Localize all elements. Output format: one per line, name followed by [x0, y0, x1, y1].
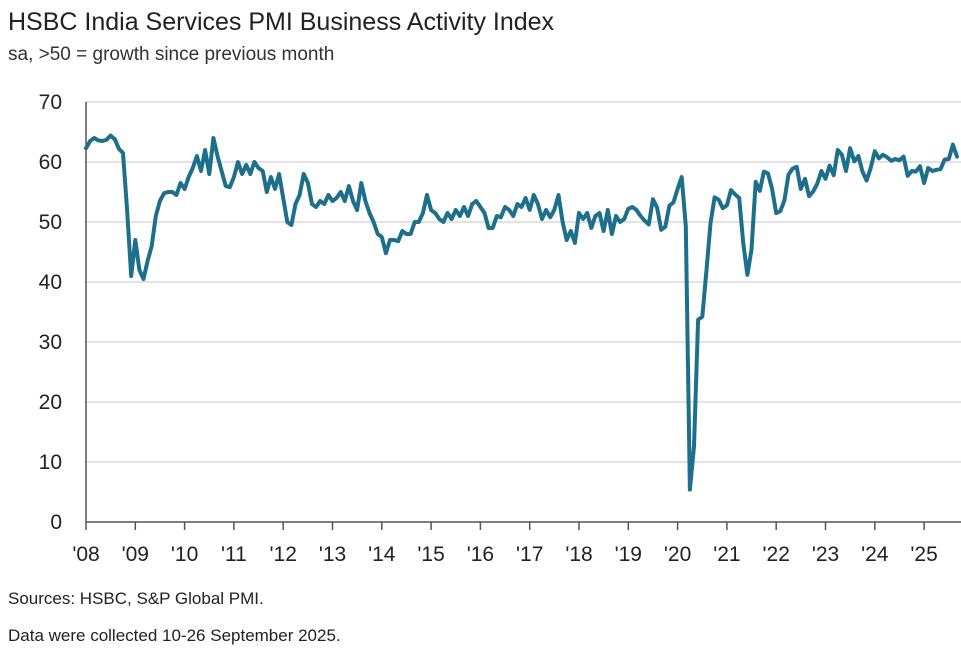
- x-tick-label: '11: [221, 543, 247, 566]
- x-tick-label: '09: [122, 543, 149, 566]
- y-tick-label: 30: [39, 331, 62, 354]
- chart-subtitle: sa, >50 = growth since previous month: [8, 44, 334, 65]
- x-tick-label: '14: [368, 543, 396, 566]
- x-tick-label: '24: [861, 543, 889, 566]
- y-tick-label: 60: [39, 151, 62, 174]
- x-tick-label: '21: [713, 543, 740, 566]
- gridlines: [86, 101, 961, 463]
- x-tick-label: '18: [565, 543, 592, 566]
- x-tick-label: '22: [763, 543, 790, 566]
- y-tick-label: 0: [50, 511, 62, 534]
- x-tick-label: '08: [72, 543, 99, 566]
- y-tick-label: 10: [39, 451, 62, 474]
- y-tick-label: 40: [39, 271, 62, 294]
- x-axis-ticks: '08 '09 '10 '11 '12 '13 '14 '15 '16 '17 '18 '19 '20 '…: [72, 522, 938, 566]
- series-line-business-activity: [84, 133, 959, 492]
- sources-note: Sources: HSBC, S&P Global PMI.: [8, 589, 264, 608]
- x-tick-label: '23: [812, 543, 839, 566]
- y-tick-label: 70: [39, 91, 62, 114]
- collection-note: Data were collected 10-26 September 2025…: [8, 626, 341, 645]
- x-tick-label: '12: [270, 543, 297, 566]
- x-tick-label: '16: [467, 543, 494, 566]
- x-tick-label: '10: [171, 543, 198, 566]
- y-tick-label: 50: [39, 211, 62, 234]
- x-tick-label: '17: [516, 543, 543, 566]
- x-tick-label: '19: [615, 543, 642, 566]
- y-tick-label: 20: [39, 391, 62, 414]
- x-tick-label: '15: [417, 543, 444, 566]
- chart-title: HSBC India Services PMI Business Activit…: [8, 8, 555, 36]
- y-axis-ticks: 0 10 20 30 40 50 60 70: [39, 91, 62, 534]
- x-tick-label: '20: [664, 543, 691, 566]
- x-tick-label: '13: [319, 543, 346, 566]
- x-tick-label: '25: [910, 543, 937, 566]
